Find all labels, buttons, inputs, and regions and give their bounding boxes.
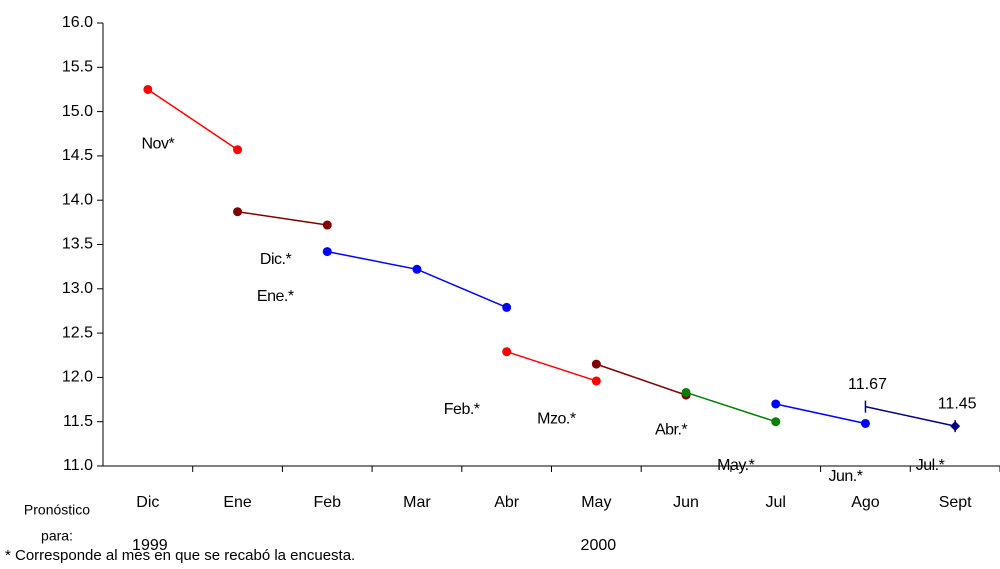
y-tick-label: 15.5: [62, 59, 93, 76]
point: [233, 145, 243, 155]
series-name: May.*: [717, 457, 754, 474]
series-line: [775, 403, 866, 425]
series-line: [147, 88, 238, 151]
series-name: Mzo.*: [537, 410, 576, 427]
x-tick-label: Abr: [494, 494, 520, 511]
y-tick-label: 13.0: [62, 280, 93, 297]
point: [681, 387, 691, 397]
series-name: Nov*: [142, 136, 175, 153]
point: [950, 421, 961, 432]
x-tick-label: Jul: [766, 494, 786, 511]
series-name: Dic.*: [260, 251, 292, 268]
point: [322, 220, 332, 230]
series-name: Feb.*: [444, 401, 480, 418]
point: [233, 207, 243, 217]
y-tick-label: 14.5: [62, 147, 93, 164]
x-tick-label: Dic: [136, 494, 159, 511]
y-tick-label: 14.0: [62, 191, 93, 208]
series-name: Jun.*: [828, 468, 862, 485]
series-line: [596, 363, 687, 396]
point: [771, 417, 781, 427]
point: [502, 347, 512, 357]
point: [502, 302, 512, 312]
y-tick-label: 11.5: [63, 413, 93, 430]
point: [412, 264, 422, 274]
y-tick-label: 13.5: [62, 236, 93, 253]
data-label: 11.45: [938, 395, 977, 412]
point: [322, 247, 332, 257]
x-axis-label: para:: [41, 528, 73, 544]
series-name: Jul.*: [916, 457, 945, 474]
data-label: 11.67: [848, 376, 887, 393]
y-tick-label: 16.0: [62, 14, 93, 31]
point: [591, 376, 601, 386]
y-tick-label: 12.5: [62, 324, 93, 341]
point: [771, 399, 781, 409]
series-name: Abr.*: [655, 422, 687, 439]
series-line: [685, 391, 776, 423]
series-name: Ene.*: [257, 288, 294, 305]
x-tick-label: Feb: [313, 494, 341, 511]
y-tick-label: 12.0: [62, 369, 93, 386]
x-tick-label: May: [581, 494, 611, 511]
series-line: [237, 210, 328, 226]
point: [860, 418, 870, 428]
point: [591, 359, 601, 369]
x-tick-label: Mar: [403, 494, 431, 511]
series-line: [865, 405, 956, 427]
series-line: [506, 350, 597, 382]
x-tick-label: Sept: [939, 494, 972, 511]
y-tick-label: 11.0: [63, 457, 93, 474]
x-axis-label: Pronóstico: [24, 502, 90, 518]
footnote: * Corresponde al mes en que se recabó la…: [5, 547, 355, 564]
x-tick-label: Ene: [223, 494, 252, 511]
point: [143, 84, 153, 94]
series-line: [327, 250, 507, 309]
year-label: 2000: [581, 537, 617, 554]
x-tick-label: Ago: [851, 494, 880, 511]
x-tick-label: Jun: [673, 494, 699, 511]
y-tick-label: 15.0: [62, 103, 93, 120]
year-label: 1999: [132, 537, 168, 554]
